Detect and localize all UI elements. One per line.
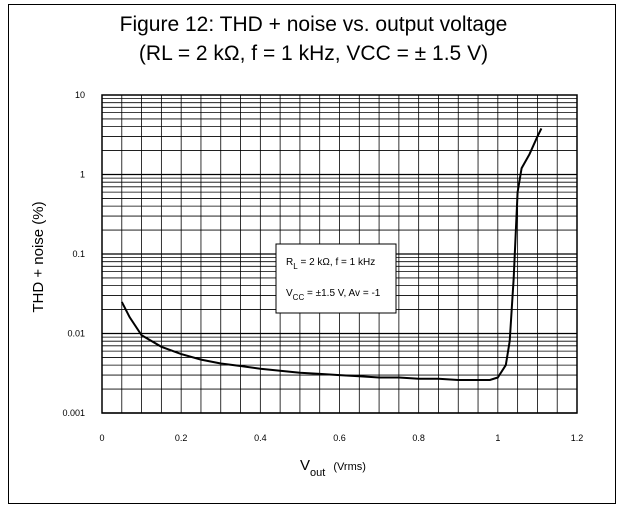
chart-subtitle: (RL = 2 kΩ, f = 1 kHz, VCC = ± 1.5 V): [138, 42, 489, 65]
x-tick-labels: 0 0.2 0.4 0.6 0.8 1 1.2: [99, 433, 583, 443]
x-tick-label: 1: [495, 433, 500, 443]
x-tick-label: 0: [99, 433, 104, 443]
y-axis-label: THD + noise (%): [30, 201, 47, 312]
annotation-vcc-main: V: [286, 288, 293, 299]
annotation-rl-sub: L: [293, 262, 298, 271]
y-tick-labels: 0.001 0.01 0.1 1 10: [62, 90, 85, 418]
annotation-vcc-sub: CC: [293, 293, 305, 302]
annotation-line1: RL = 2 kΩ, f = 1 kHz: [286, 257, 375, 271]
x-tick-label: 1.2: [571, 433, 584, 443]
y-tick-label: 0.01: [67, 329, 85, 339]
y-tick-label: 10: [75, 90, 85, 100]
x-axis-label: Vout (Vrms): [300, 457, 366, 479]
annotation-box: RL = 2 kΩ, f = 1 kHz VCC = ±1.5 V, Av = …: [275, 243, 397, 314]
plot-border: [101, 94, 578, 414]
annotation-rl-rest: = 2 kΩ, f = 1 kHz: [298, 257, 376, 268]
y-tick-label: 0.1: [72, 249, 85, 259]
x-tick-label: 0.8: [412, 433, 425, 443]
chart-frame: [8, 4, 616, 504]
chart-title: Figure 12: THD + noise vs. output voltag…: [119, 13, 508, 36]
x-axis-label-sub: out: [310, 467, 325, 479]
y-tick-label: 0.001: [62, 408, 85, 418]
y-tick-label: 1: [80, 170, 85, 180]
annotation-line2: VCC = ±1.5 V, Av = -1: [286, 288, 381, 302]
x-tick-label: 0.4: [254, 433, 267, 443]
series-line: [120, 127, 543, 381]
annotation-rl-main: R: [286, 257, 293, 268]
x-tick-label: 0.6: [333, 433, 346, 443]
x-axis-label-unit: (Vrms): [333, 461, 366, 473]
annotation-vcc-rest: = ±1.5 V, Av = -1: [304, 288, 381, 299]
x-axis-label-main: V: [300, 457, 310, 474]
x-tick-label: 0.2: [175, 433, 188, 443]
